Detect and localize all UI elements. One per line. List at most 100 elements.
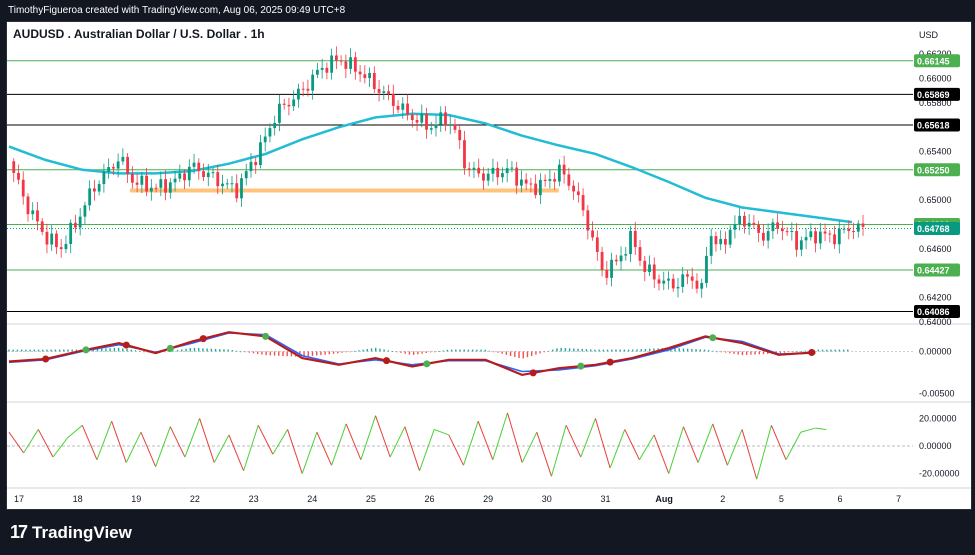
macd-histogram-bar [303,351,305,357]
macd-histogram-bar [505,351,508,355]
macd-histogram-bar [674,348,676,352]
macd-histogram-bar [699,349,701,352]
macd-histogram-bar [623,349,626,352]
oscillator-segment [8,431,25,454]
oscillator-segment [624,429,640,461]
oscillator-segment [800,427,816,433]
candle-body [633,230,637,248]
macd-histogram-bar [842,349,845,352]
macd-histogram-bar [589,349,592,352]
macd-histogram-bar [830,349,832,352]
macd-histogram-bar [564,348,567,352]
macd-histogram-bar [627,349,630,352]
oscillator-segment [653,434,670,474]
macd-histogram-bar [353,350,356,352]
price-level-badge [914,263,960,277]
macd-histogram-bar [467,349,470,352]
candle-body [363,74,367,79]
macd-histogram-bar [847,349,849,352]
candle-body [121,156,125,162]
macd-histogram-bar [703,349,706,352]
candle-body [344,61,348,69]
oscillator-segment [243,425,259,471]
candle-body [78,216,82,228]
candle-body [17,172,20,180]
candle-body [752,222,756,225]
macd-histogram-bar [185,348,187,352]
candle-body [842,228,846,230]
macd-histogram-bar [644,348,647,352]
candle-body [524,179,528,184]
oscillator-segment [682,426,699,463]
candle-body [467,168,471,170]
macd-histogram-bar [619,349,621,352]
candle-body [216,172,220,187]
oscillator-segment [639,434,655,461]
candle-body [211,172,215,174]
time-axis-tick: 19 [131,494,141,504]
macd-histogram-bar [657,348,659,352]
time-axis-tick: 24 [307,494,317,504]
price-axis-tick: 0.64000 [919,317,952,327]
macd-histogram-bar [46,349,48,352]
time-axis-tick: 17 [14,494,24,504]
candle-body [657,279,661,284]
oscillator-segment [741,429,758,480]
candle-body [482,173,485,181]
time-axis-tick: 26 [425,494,435,504]
macd-histogram-bar [429,351,432,353]
oscillator-segment [360,415,377,460]
macd-histogram-bar [783,351,786,353]
macd-histogram-bar [450,349,453,352]
candle-body [439,112,443,125]
macd-histogram-bar [37,349,40,352]
oscillator-axis-tick: -20.00000 [919,469,960,479]
oscillator-segment [272,429,288,455]
candle-body [463,140,466,169]
macd-histogram-bar [231,350,234,352]
macd-histogram-bar [328,351,331,355]
candle-body [501,173,504,178]
candle-body [714,236,718,245]
candle-body [738,215,742,225]
chart-svg[interactable]: AUDUSD . Australian Dollar / U.S. Dollar… [7,22,971,509]
candle-body [529,183,533,185]
time-axis-tick: 6 [838,494,843,504]
candle-body [553,179,557,182]
macd-histogram-bar [320,351,322,356]
macd-histogram-bar [632,349,634,352]
macd-histogram-bar [488,350,491,352]
candle-body [638,247,642,261]
macd-histogram-bar [480,349,482,352]
macd-histogram-bar [417,351,419,355]
macd-histogram-bar [552,349,554,352]
candle-body [55,233,58,248]
macd-histogram-bar [375,347,377,352]
candle-body [178,173,182,179]
candle-body [610,259,613,278]
oscillator-segment [770,425,787,460]
macd-histogram-bar [261,351,263,355]
macd-histogram-bar [244,351,246,353]
time-axis-tick: 18 [73,494,83,504]
oscillator-segment [375,415,391,458]
chart-area[interactable]: AUDUSD . Australian Dollar / U.S. Dollar… [6,21,972,510]
candle-body [382,91,386,93]
candle-body [671,278,675,289]
candle-body [259,142,262,166]
macd-histogram-bar [12,349,14,352]
macd-histogram-bar [611,349,613,352]
candle-body [311,74,315,91]
oscillator-segment [345,423,362,460]
price-level-badge [914,54,960,68]
macd-histogram-bar [396,351,398,353]
macd-cross-marker [262,332,270,340]
price-axis-tick: 0.66000 [919,73,952,83]
oscillator-segment [316,432,333,466]
macd-histogram-bar [269,351,272,356]
candle-body [538,179,542,196]
candle-body [861,223,865,227]
candle-body [667,278,670,281]
candle-body [168,182,172,193]
macd-histogram-bar [210,348,213,352]
